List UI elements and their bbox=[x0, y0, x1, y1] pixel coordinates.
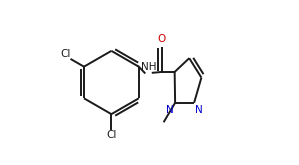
Text: N: N bbox=[166, 105, 174, 115]
Text: NH: NH bbox=[141, 62, 156, 72]
Text: Cl: Cl bbox=[60, 49, 71, 59]
Text: O: O bbox=[158, 34, 166, 44]
Text: N: N bbox=[196, 105, 203, 115]
Text: Cl: Cl bbox=[106, 130, 117, 140]
